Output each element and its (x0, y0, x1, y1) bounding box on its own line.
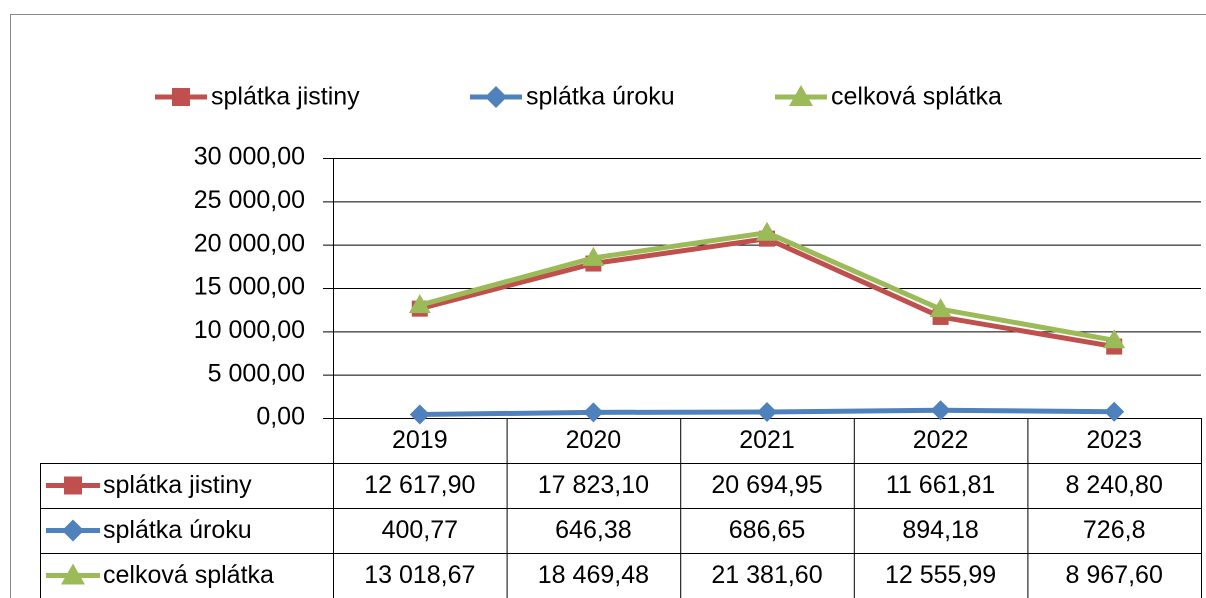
table-cell: 21 381,60 (711, 561, 822, 589)
table-cell: 400,77 (382, 516, 458, 544)
x-tick-label: 2021 (739, 426, 795, 454)
x-tick-label: 2022 (913, 426, 969, 454)
marker (582, 246, 605, 266)
table-cell: 13 018,67 (364, 561, 475, 589)
y-tick-label: 15 000,00 (194, 273, 305, 301)
table-cell: 686,65 (729, 516, 805, 544)
marker (61, 563, 85, 585)
y-tick-label: 30 000,00 (194, 143, 305, 171)
table-cell: 17 823,10 (538, 471, 649, 499)
marker (64, 476, 82, 495)
table-cell: 12 617,90 (364, 471, 475, 499)
table-cell: 894,18 (902, 516, 978, 544)
table-cell: 12 555,99 (885, 561, 996, 589)
table-cell: 8 240,80 (1066, 471, 1163, 499)
y-tick-label: 20 000,00 (194, 229, 305, 257)
line (419, 230, 1115, 343)
marker (756, 221, 778, 241)
table-cell: 726,8 (1083, 516, 1146, 544)
y-tick-label: 5 000,00 (208, 359, 305, 387)
table-cell: 8 967,60 (1066, 561, 1163, 589)
x-tick-label: 2020 (566, 426, 622, 454)
table-cell: 20 694,95 (711, 471, 822, 499)
marker (409, 404, 430, 425)
table-cell: 646,38 (555, 516, 631, 544)
legend-label: splátka jistiny (211, 83, 360, 111)
table-row-label: celková splátka (103, 561, 274, 589)
x-tick-label: 2019 (392, 426, 448, 454)
marker (1103, 329, 1126, 349)
marker (583, 402, 604, 423)
marker (929, 298, 952, 318)
y-tick-label: 10 000,00 (194, 316, 305, 344)
table-row-label: splátka jistiny (103, 471, 252, 499)
marker (62, 519, 84, 542)
marker (789, 85, 813, 106)
line (419, 236, 1115, 350)
y-tick-label: 0,00 (256, 403, 305, 431)
marker (172, 88, 190, 106)
marker (408, 294, 431, 314)
marker (757, 402, 777, 423)
marker (930, 400, 951, 421)
marker (485, 86, 507, 108)
x-tick-label: 2023 (1086, 426, 1142, 454)
chart-border (10, 14, 1206, 598)
table-cell: 18 469,48 (538, 561, 649, 589)
legend-label: celková splátka (831, 83, 1002, 111)
table-cell: 11 661,81 (886, 471, 995, 499)
table-row-label: splátka úroku (103, 516, 252, 544)
legend-label: splátka úroku (526, 83, 675, 111)
marker (1104, 401, 1125, 422)
y-tick-label: 25 000,00 (194, 186, 305, 214)
